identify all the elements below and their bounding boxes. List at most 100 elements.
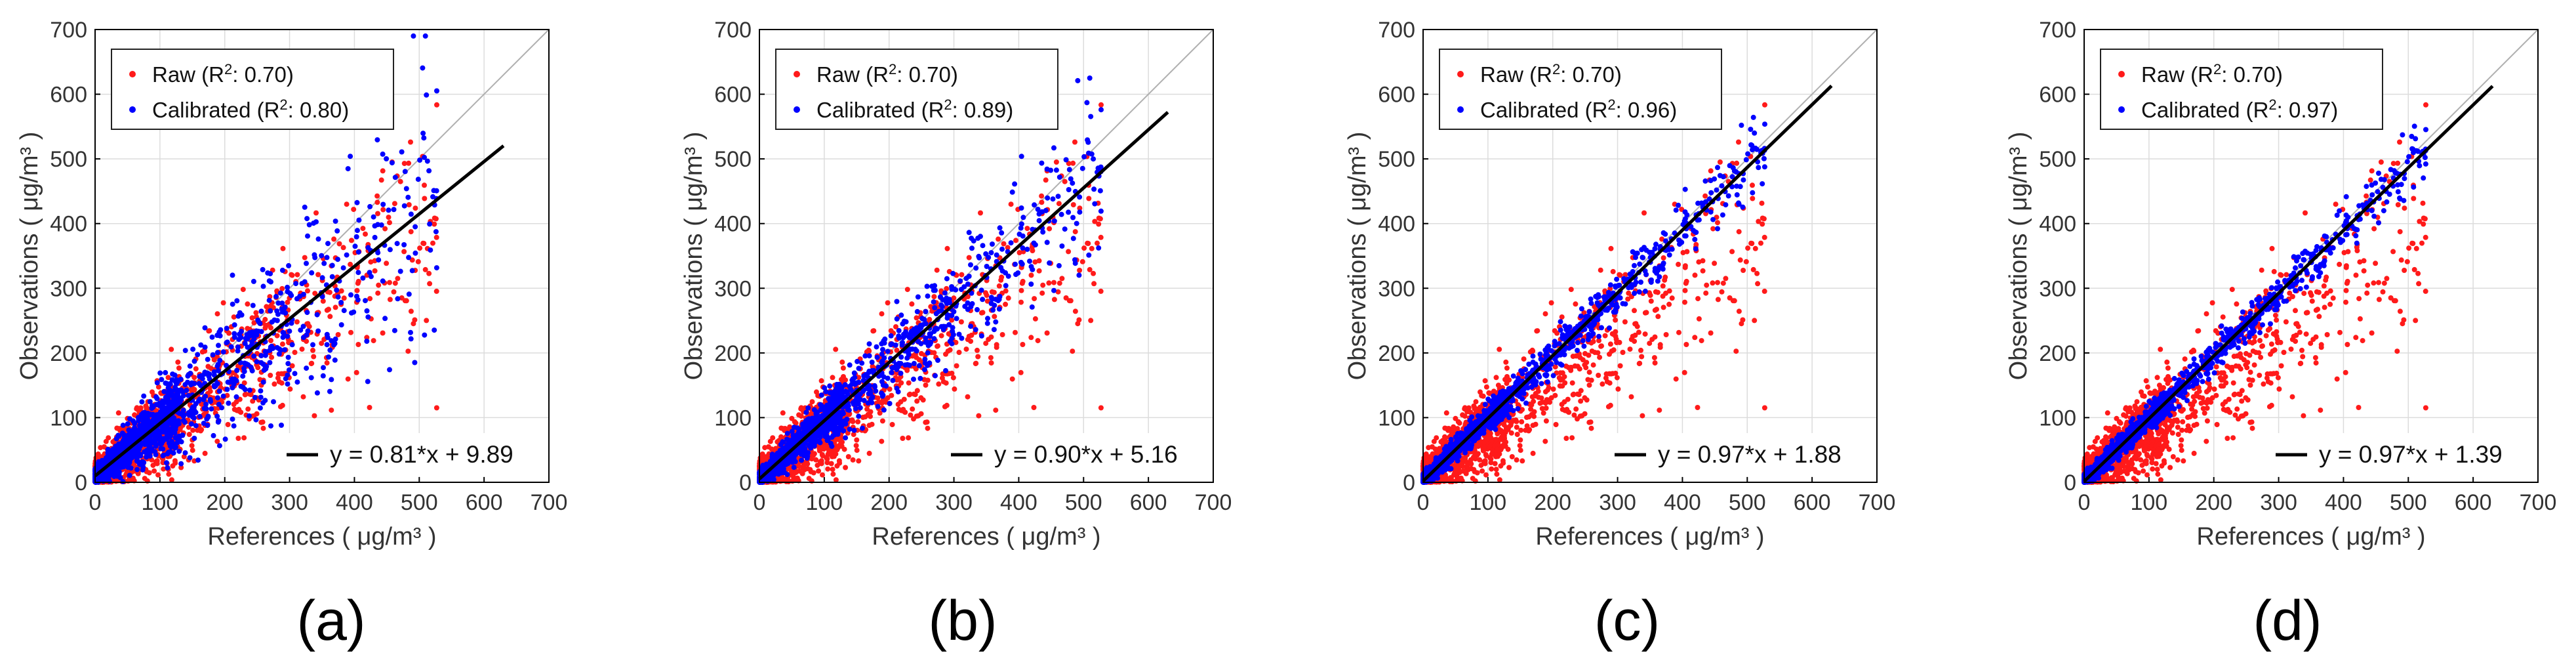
raw-point bbox=[150, 463, 156, 469]
calibrated-point bbox=[214, 364, 220, 369]
calibrated-point bbox=[1051, 145, 1057, 151]
calibrated-point bbox=[251, 278, 256, 284]
calibrated-point bbox=[280, 329, 286, 335]
raw-point bbox=[235, 436, 241, 441]
calibrated-point bbox=[426, 168, 432, 174]
raw-point bbox=[1056, 201, 1062, 207]
raw-point bbox=[292, 350, 298, 355]
raw-point bbox=[242, 392, 248, 398]
raw-point bbox=[312, 413, 317, 419]
calibrated-point bbox=[180, 407, 186, 413]
calibrated-point bbox=[172, 418, 178, 424]
raw-point bbox=[830, 375, 835, 381]
calibrated-point bbox=[973, 327, 978, 333]
raw-point bbox=[925, 377, 931, 383]
calibrated-point bbox=[391, 207, 397, 213]
scatter-panel-a: 0 100 200 300 400 500 600 700010020030040050060… bbox=[16, 18, 567, 652]
raw-point bbox=[843, 465, 849, 470]
calibrated-point bbox=[189, 380, 195, 386]
raw-point bbox=[349, 238, 354, 243]
calibrated-point bbox=[311, 220, 317, 226]
calibrated-point bbox=[401, 242, 407, 247]
raw-point bbox=[1081, 245, 1087, 251]
calibrated-point bbox=[127, 454, 132, 460]
calibrated-point bbox=[302, 204, 308, 210]
raw-point bbox=[879, 438, 885, 444]
calibrated-point bbox=[224, 325, 230, 331]
calibrated-point bbox=[205, 415, 211, 420]
calibrated-point bbox=[161, 436, 167, 442]
raw-point bbox=[1032, 296, 1037, 302]
calibrated-point bbox=[209, 334, 215, 340]
calibrated-point bbox=[324, 342, 330, 348]
calibrated-point bbox=[1028, 282, 1034, 287]
calibrated-point bbox=[329, 262, 335, 268]
raw-point bbox=[879, 418, 885, 424]
calibrated-point bbox=[203, 402, 209, 407]
calibrated-point bbox=[169, 444, 174, 449]
raw-point bbox=[965, 394, 971, 400]
fit-line bbox=[94, 144, 505, 478]
raw-point bbox=[260, 419, 266, 425]
calibrated-point bbox=[309, 270, 315, 276]
calibrated-point bbox=[305, 233, 310, 239]
calibrated-point bbox=[267, 360, 273, 365]
raw-point bbox=[999, 274, 1005, 280]
raw-point bbox=[1009, 376, 1015, 382]
raw-point bbox=[186, 432, 192, 437]
raw-point bbox=[1039, 193, 1045, 199]
raw-point bbox=[1086, 196, 1092, 201]
raw-point bbox=[1070, 348, 1076, 354]
raw-point bbox=[427, 281, 433, 287]
calibrated-point bbox=[399, 149, 405, 155]
raw-point bbox=[175, 359, 181, 365]
raw-point bbox=[944, 402, 950, 408]
calibrated-point bbox=[202, 325, 208, 331]
calibrated-point bbox=[368, 274, 374, 280]
calibrated-point bbox=[1008, 240, 1014, 246]
calibrated-point bbox=[409, 268, 415, 274]
raw-point bbox=[854, 448, 860, 453]
raw-point bbox=[1051, 297, 1057, 303]
raw-point bbox=[1019, 280, 1025, 286]
raw-point bbox=[1057, 280, 1062, 286]
calibrated-point bbox=[847, 362, 853, 368]
raw-point bbox=[806, 476, 812, 482]
calibrated-point bbox=[406, 291, 412, 297]
calibrated-point bbox=[266, 278, 272, 284]
raw-point bbox=[302, 255, 308, 261]
calibrated-point bbox=[413, 250, 418, 256]
raw-point bbox=[434, 102, 439, 108]
calibrated-point bbox=[229, 376, 235, 382]
calibrated-point bbox=[387, 247, 393, 253]
raw-point bbox=[150, 389, 155, 395]
calibrated-point bbox=[911, 376, 916, 382]
raw-point bbox=[324, 360, 330, 366]
calibrated-point bbox=[238, 383, 244, 389]
calibrated-point bbox=[217, 358, 223, 364]
calibrated-point bbox=[205, 356, 211, 362]
calibrated-point bbox=[432, 327, 437, 333]
calibrated-point bbox=[329, 377, 334, 383]
raw-point bbox=[355, 342, 361, 347]
raw-point bbox=[792, 419, 797, 425]
calibrated-point bbox=[433, 229, 439, 235]
raw-point bbox=[329, 407, 334, 413]
raw-point bbox=[340, 245, 346, 251]
raw-point bbox=[1098, 102, 1104, 108]
raw-point bbox=[367, 296, 373, 302]
raw-point bbox=[1036, 268, 1042, 274]
raw-point bbox=[904, 367, 910, 373]
raw-point bbox=[207, 328, 212, 334]
raw-point bbox=[1053, 159, 1059, 165]
calibrated-point bbox=[999, 230, 1005, 236]
raw-point bbox=[169, 477, 174, 483]
raw-point bbox=[959, 272, 965, 278]
calibrated-point bbox=[353, 234, 359, 240]
raw-point bbox=[237, 408, 242, 414]
calibrated-point bbox=[340, 265, 346, 271]
calibrated-point bbox=[113, 444, 119, 449]
raw-point bbox=[935, 343, 940, 349]
raw-point bbox=[406, 202, 412, 207]
